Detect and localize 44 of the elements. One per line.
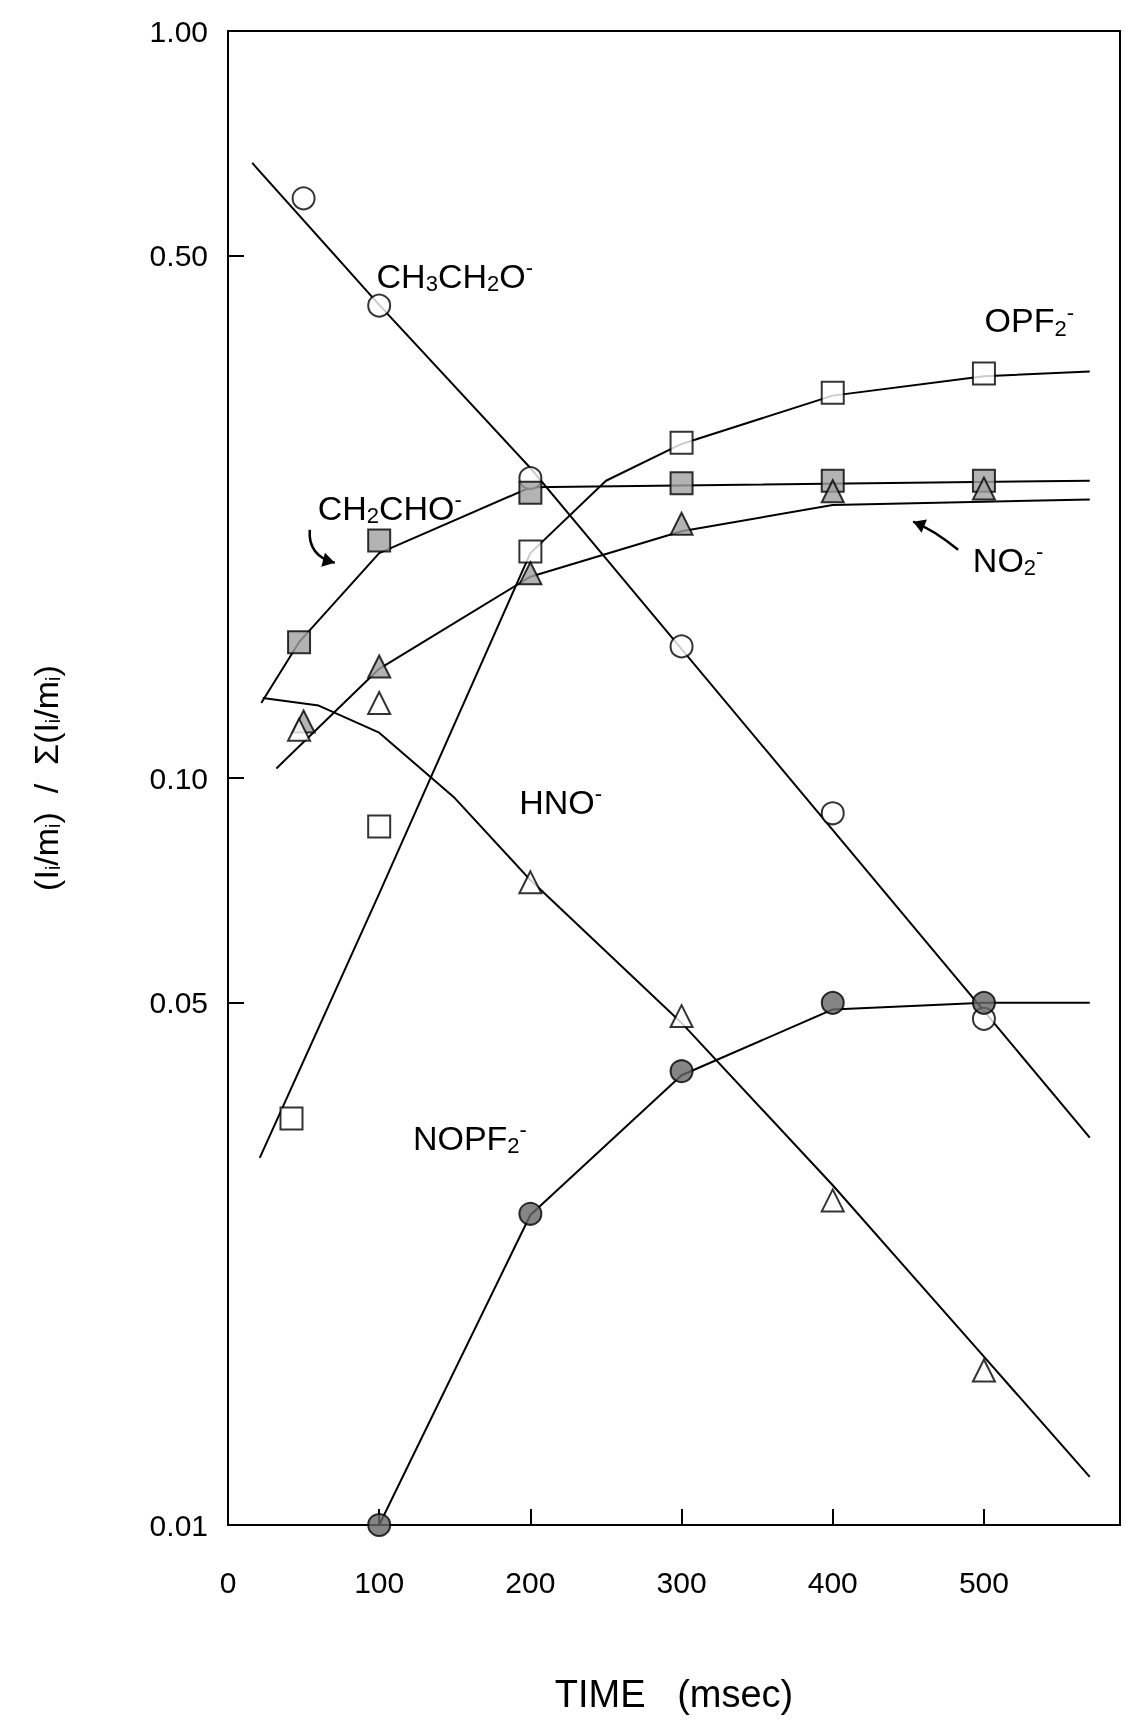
point — [367, 528, 392, 553]
point — [518, 870, 543, 895]
point — [820, 479, 845, 504]
point — [820, 1188, 845, 1213]
y-tick-label: 0.05 — [149, 986, 208, 1020]
x-tick-label: 200 — [505, 1565, 556, 1599]
x-axis-title: TIME (msec) — [554, 1673, 794, 1715]
point — [669, 634, 694, 659]
y-tick-label: 0.01 — [149, 1508, 208, 1542]
y-tick-label: 1.00 — [149, 14, 208, 48]
point — [820, 990, 845, 1015]
point — [971, 990, 996, 1015]
point — [669, 1004, 694, 1029]
point — [971, 361, 996, 386]
point — [820, 801, 845, 826]
point — [287, 630, 312, 655]
point — [518, 561, 543, 586]
point — [669, 511, 694, 536]
point — [367, 293, 392, 318]
y-tick-label: 0.10 — [149, 761, 208, 795]
point — [367, 1513, 392, 1537]
point — [971, 476, 996, 501]
point — [971, 1358, 996, 1383]
annotation: HNO- — [519, 781, 603, 821]
x-tick-label: 0 — [219, 1565, 237, 1599]
y-tick-label: 0.50 — [149, 239, 208, 273]
point — [820, 380, 845, 405]
x-tick-label: 300 — [656, 1565, 707, 1599]
point — [287, 717, 312, 742]
point — [669, 1059, 694, 1084]
point — [518, 480, 543, 505]
x-tick-label: 500 — [958, 1565, 1009, 1599]
point — [367, 691, 392, 716]
point — [367, 654, 392, 679]
text: (Ii/mi) / Σ(Ii/mi) — [27, 665, 65, 891]
point — [518, 539, 543, 564]
point — [669, 471, 694, 496]
point — [518, 1201, 543, 1226]
point — [279, 1106, 304, 1131]
x-tick-label: 400 — [807, 1565, 858, 1599]
point — [291, 186, 316, 211]
x-tick-label: 100 — [354, 1565, 405, 1599]
point — [669, 430, 694, 455]
point — [367, 814, 392, 839]
